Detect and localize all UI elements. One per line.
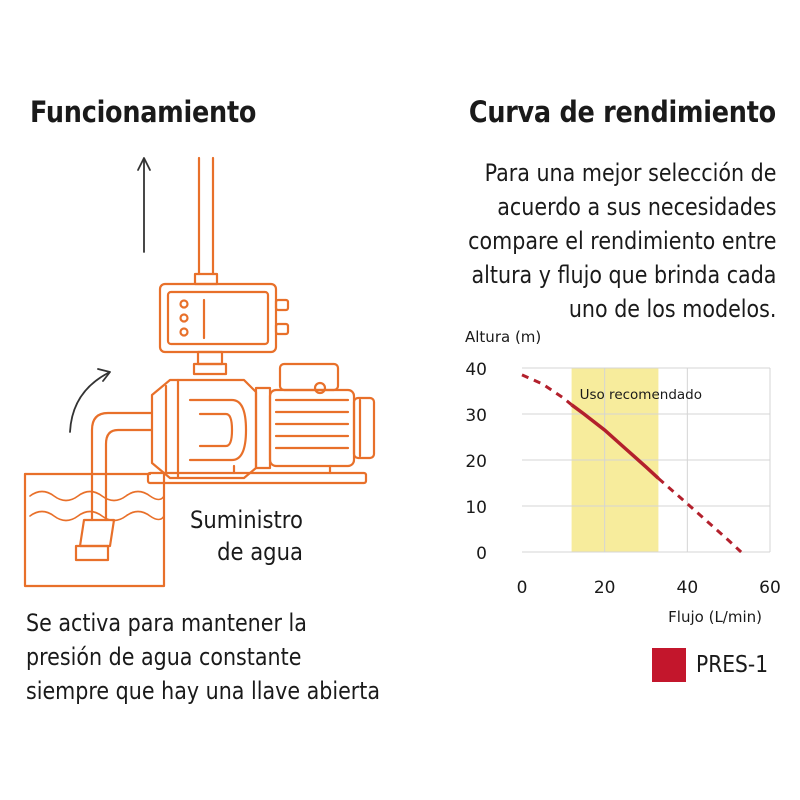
supply-line: Suministro	[190, 506, 303, 534]
description-line: presión de agua constante	[26, 643, 302, 671]
description-line: Se activa para mantener la	[26, 609, 307, 637]
x-axis-label: Flujo (L/min)	[668, 608, 762, 626]
intro-line: altura y flujo que brinda cada	[471, 261, 776, 289]
y-tick-label: 40	[465, 360, 487, 380]
motor	[268, 362, 376, 468]
legend-swatch	[652, 648, 686, 682]
performance-curve-title: Curva de rendimiento	[468, 95, 776, 129]
x-tick-label: 0	[517, 578, 528, 598]
legend-label: PRES-1	[696, 652, 769, 678]
intro-line: acuerdo a sus necesidades	[496, 193, 776, 221]
intro-line: uno de los modelos.	[568, 295, 776, 323]
water-supply-label: Suministro de agua	[190, 504, 303, 568]
discharge-pipe	[193, 156, 219, 286]
series-line-dashed-start	[521, 373, 573, 406]
x-tick-label: 40	[677, 578, 699, 598]
supply-line: de agua	[217, 538, 303, 566]
description-text: Se activa para mantener la presión de ag…	[26, 606, 380, 708]
chart-legend: PRES-1	[652, 648, 778, 682]
performance-chart: 0 10 20 30 40 0 20 40 60 Altura (m) Flujo (L/min) U…	[465, 328, 780, 626]
y-tick-label: 0	[476, 544, 487, 564]
pressure-controller	[158, 282, 290, 376]
band-label: Uso recomendado	[580, 387, 702, 403]
x-tick-label: 60	[759, 578, 780, 598]
intro-line: compare el rendimiento entre	[467, 227, 776, 255]
series-line-recommended	[570, 403, 660, 480]
functioning-title: Funcionamiento	[30, 95, 257, 129]
pump-illustration	[23, 156, 376, 588]
y-axis-label: Altura (m)	[465, 328, 541, 346]
y-tick-label: 20	[465, 452, 487, 472]
pump-base	[146, 464, 368, 485]
intro-text: Para una mejor selección de acuerdo a su…	[468, 156, 776, 326]
suction-pipe	[74, 411, 154, 562]
description-line: siempre que hay una llave abierta	[26, 677, 381, 705]
series-line-dashed-end	[657, 477, 743, 554]
suction-arrow-icon	[69, 368, 111, 433]
pump-body	[150, 378, 272, 480]
discharge-arrow-icon	[137, 157, 151, 253]
water-tank	[23, 472, 166, 588]
y-tick-label: 30	[465, 406, 487, 426]
y-tick-label: 10	[465, 498, 487, 518]
x-tick-label: 20	[594, 578, 616, 598]
intro-line: Para una mejor selección de	[484, 159, 776, 187]
